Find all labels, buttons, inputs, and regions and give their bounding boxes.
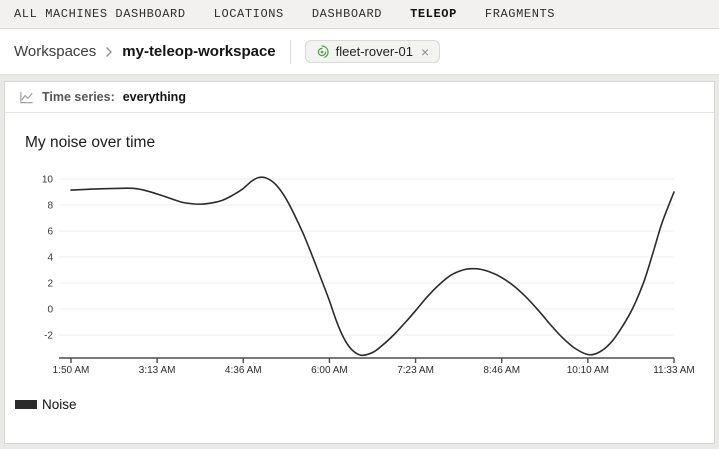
nav-item-all-machines-dashboard[interactable]: ALL MACHINES DASHBOARD [14,7,186,21]
machine-chip[interactable]: fleet-rover-01 × [304,40,441,63]
svg-text:7:23 AM: 7:23 AM [397,365,434,376]
chevron-right-icon [105,46,113,58]
svg-text:8:46 AM: 8:46 AM [483,365,520,376]
svg-text:-2: -2 [44,331,53,342]
nav-item-dashboard[interactable]: DASHBOARD [311,7,383,21]
nav-item-locations[interactable]: LOCATIONS [213,7,284,21]
svg-text:1:50 AM: 1:50 AM [53,365,90,376]
breadcrumb-workspaces-link[interactable]: Workspaces [14,43,97,60]
svg-text:8: 8 [47,201,53,212]
svg-text:4:36 AM: 4:36 AM [225,365,262,376]
svg-text:10:10 AM: 10:10 AM [567,365,609,376]
legend-label-noise: Noise [42,397,77,412]
svg-text:10: 10 [42,175,54,186]
svg-text:4: 4 [47,253,53,264]
legend-swatch-noise [15,400,37,409]
svg-text:6:00 AM: 6:00 AM [311,365,348,376]
breadcrumb-divider [289,39,291,64]
svg-text:0: 0 [47,305,53,316]
line-chart-icon [19,90,34,105]
nav-item-teleop[interactable]: TELEOP [410,7,457,21]
chart-title: My noise over time [25,134,156,151]
noise-line-chart: 10 8 6 4 2 0 -2 1:50 AM 3:13 AM 4:36 AM 6:00 AM 7:2… [42,175,695,377]
svg-text:6: 6 [47,227,53,238]
chart-legend[interactable]: Noise [15,397,77,412]
nav-item-fragments[interactable]: FRAGMENTS [484,7,556,21]
top-nav: ALL MACHINES DASHBOARD LOCATIONS DASHBOA… [0,0,719,29]
svg-text:11:33 AM: 11:33 AM [653,365,695,376]
machine-chip-close-icon[interactable]: × [420,43,430,60]
panel-header: Time series: everything [5,82,714,113]
breadcrumb-bar: Workspaces my-teleop-workspace fleet-rov… [0,29,719,75]
machine-chip-label: fleet-rover-01 [335,44,413,59]
svg-text:2: 2 [47,279,53,290]
machine-online-spiral-icon [315,44,329,59]
panel-header-prefix: Time series: [42,90,115,104]
svg-text:3:13 AM: 3:13 AM [139,365,176,376]
time-series-panel: Time series: everything My noise over ti… [4,81,715,444]
panel-header-value: everything [122,90,186,104]
breadcrumb-current-workspace[interactable]: my-teleop-workspace [122,43,276,60]
